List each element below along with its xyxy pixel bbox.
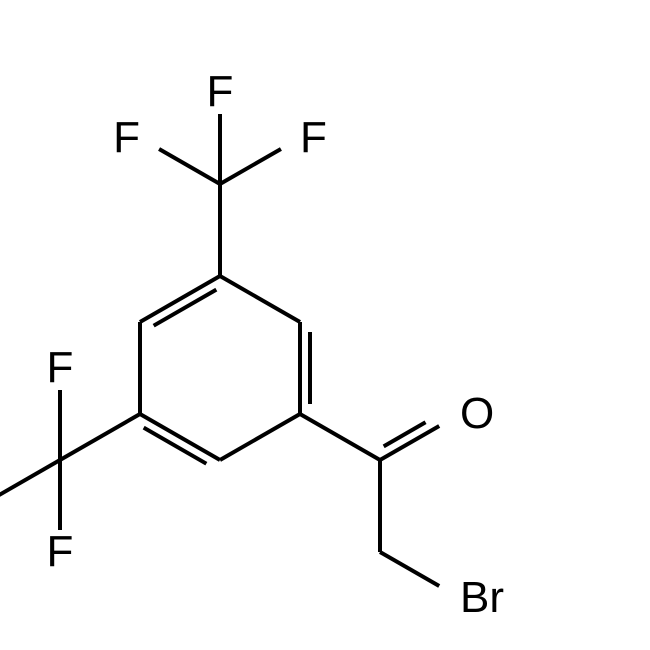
bond — [380, 552, 439, 586]
bond — [220, 149, 281, 184]
atom-label-f: F — [47, 343, 74, 392]
bond — [140, 414, 220, 460]
atom-label-f: F — [300, 113, 327, 162]
atom-label-br: Br — [460, 573, 504, 622]
bond — [384, 422, 426, 446]
bond — [220, 276, 300, 322]
atom-label-f: F — [207, 67, 234, 116]
atom-label-f: F — [47, 527, 74, 576]
atom-label-o: O — [460, 389, 494, 438]
bond — [60, 414, 140, 460]
bond — [0, 460, 60, 495]
bond — [300, 414, 380, 460]
atom-label-f: F — [113, 113, 140, 162]
chemical-structure: FFFFFFOBr — [0, 0, 650, 650]
bond — [220, 414, 300, 460]
bond — [140, 276, 220, 322]
bond — [159, 149, 220, 184]
